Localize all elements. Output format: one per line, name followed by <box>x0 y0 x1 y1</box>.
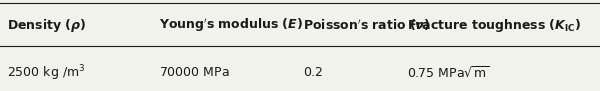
Text: $2500\ \mathrm{kg\ /m^{3}}$: $2500\ \mathrm{kg\ /m^{3}}$ <box>7 63 86 83</box>
Text: $\mathbf{Young{'}s\ modulus\ (}\boldsymbol{E}\mathbf{)}$: $\mathbf{Young{'}s\ modulus\ (}\boldsymb… <box>159 17 303 34</box>
Text: $70000\ \mathrm{MPa}$: $70000\ \mathrm{MPa}$ <box>159 66 230 79</box>
Text: $\mathbf{Poisson{'}s\ ratio\ (}\boldsymbol{\nu}\mathbf{)}$: $\mathbf{Poisson{'}s\ ratio\ (}\boldsymb… <box>303 18 430 33</box>
Text: $0.75\ \mathrm{MPa}\sqrt{\mathrm{m}}$: $0.75\ \mathrm{MPa}\sqrt{\mathrm{m}}$ <box>407 65 489 80</box>
Text: $0.2$: $0.2$ <box>303 66 323 79</box>
Text: $\mathbf{Density\ (}\boldsymbol{\rho}\mathbf{)}$: $\mathbf{Density\ (}\boldsymbol{\rho}\ma… <box>7 17 86 34</box>
Text: $\mathbf{Fracture\ toughness\ (}\boldsymbol{K}_{\mathbf{IC}}\mathbf{)}$: $\mathbf{Fracture\ toughness\ (}\boldsym… <box>407 17 581 34</box>
